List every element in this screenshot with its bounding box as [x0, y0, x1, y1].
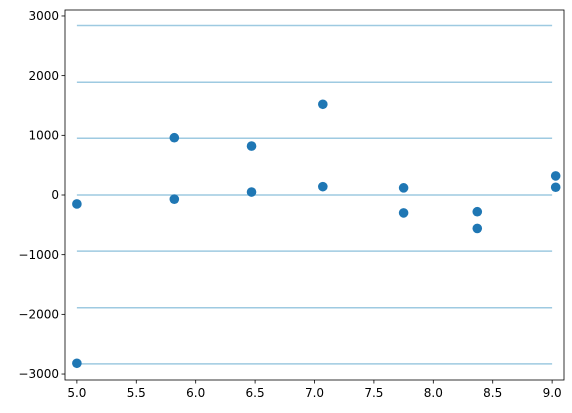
data-point-11: [472, 223, 483, 234]
x-tick-label-0: 5.0: [67, 386, 86, 400]
x-tick-label-1: 5.5: [127, 386, 146, 400]
data-point-1: [72, 358, 82, 369]
data-point-5: [246, 187, 257, 197]
x-tick-label-3: 6.5: [246, 386, 265, 400]
x-tick-label-8: 9.0: [543, 386, 562, 400]
data-point-8: [398, 183, 409, 193]
x-tick-label-5: 7.5: [364, 386, 383, 400]
y-tick-label-3: 0: [51, 188, 59, 202]
reference-lines: [76, 24, 553, 365]
x-tick-label-4: 7.0: [305, 386, 324, 400]
y-tick-label-4: −1000: [18, 248, 59, 262]
data-point-2: [169, 132, 180, 143]
data-point-0: [72, 199, 82, 209]
x-tick-label-6: 8.0: [424, 386, 443, 400]
data-point-6: [318, 99, 328, 110]
data-point-12: [550, 171, 561, 181]
data-point-3: [169, 194, 180, 204]
data-point-4: [246, 141, 257, 151]
data-points: [72, 99, 561, 369]
x-tick-label-7: 8.5: [483, 386, 502, 400]
data-point-13: [550, 182, 561, 193]
x-axis: 5.0 5.5 6.0 6.5 7.0 7.5 8.0 8.5 9.0: [67, 380, 562, 400]
y-tick-label-5: −2000: [18, 308, 59, 322]
data-point-10: [472, 206, 483, 217]
y-axis: 3000 2000 1000 0 −1000 −2000 −3000: [18, 9, 65, 381]
data-point-9: [398, 208, 409, 218]
y-tick-label-2: 1000: [28, 129, 59, 143]
y-tick-label-6: −3000: [18, 367, 59, 381]
data-point-7: [318, 181, 328, 192]
y-tick-label-1: 2000: [28, 69, 59, 83]
y-tick-label-0: 3000: [28, 9, 59, 23]
x-tick-label-2: 6.0: [186, 386, 205, 400]
